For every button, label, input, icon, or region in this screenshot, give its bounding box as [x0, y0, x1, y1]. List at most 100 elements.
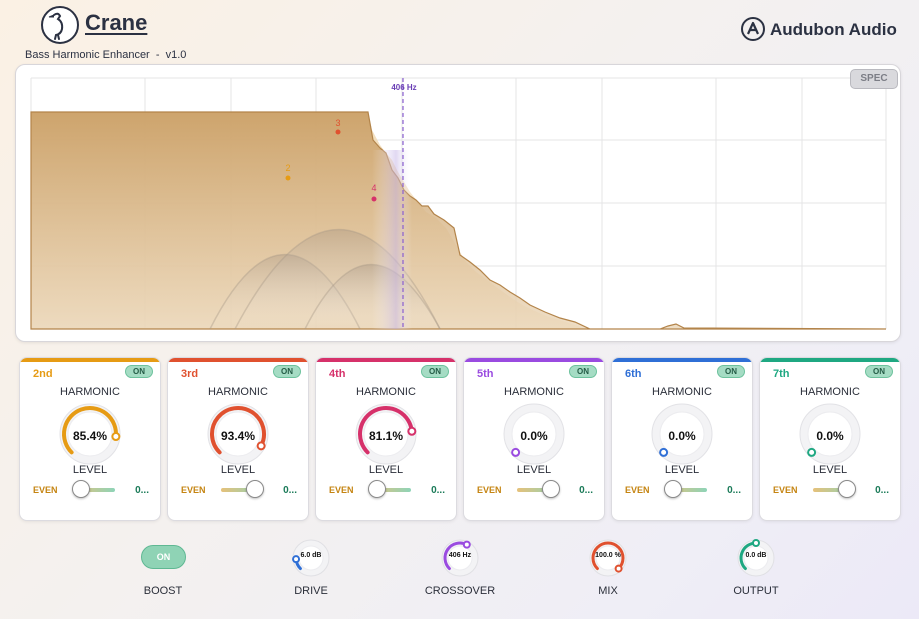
harmonic-level-knob[interactable] [798, 402, 862, 466]
harmonic-level-knob[interactable] [58, 402, 122, 466]
band-title: HARMONIC [800, 386, 860, 398]
product-subtitle: Bass Harmonic Enhancer - v1.0 [25, 49, 187, 61]
even-label: EVEN [773, 485, 798, 495]
brand-name: Crane [85, 10, 148, 35]
boost-toggle[interactable]: ON [141, 545, 186, 569]
odd-label: 0... [875, 485, 889, 496]
even-odd-slider-track[interactable] [813, 488, 855, 492]
band-title: HARMONIC [504, 386, 564, 398]
level-label: LEVEL [664, 464, 700, 476]
knob-indicator [111, 432, 121, 442]
crossover-value: 406 Hz [448, 552, 472, 559]
output-value: 0.0 dB [745, 552, 767, 559]
band-card-3rd: 3rd ON HARMONIC 93.4% LEVEL EVEN 0... [167, 357, 309, 521]
drive-label: DRIVE [294, 585, 328, 597]
odd-label: 0... [283, 485, 297, 496]
even-odd-slider-track[interactable] [221, 488, 263, 492]
knob-indicator [807, 447, 817, 457]
even-odd-slider-track[interactable] [517, 488, 559, 492]
band-on-toggle[interactable]: ON [125, 365, 153, 378]
band-color-bar [464, 358, 604, 362]
drive-value: 6.0 dB [300, 552, 322, 559]
level-label: LEVEL [516, 464, 552, 476]
band-title: HARMONIC [356, 386, 416, 398]
knob-indicator [511, 447, 521, 457]
band-on-toggle[interactable]: ON [273, 365, 301, 378]
harmonic-level-value: 81.1% [368, 429, 404, 443]
level-label: LEVEL [72, 464, 108, 476]
harmonic-level-knob[interactable] [650, 402, 714, 466]
even-odd-slider-thumb[interactable] [245, 480, 264, 498]
crossover-knob[interactable] [441, 539, 479, 577]
harmonic-level-knob[interactable] [502, 402, 566, 466]
band-on-toggle[interactable]: ON [421, 365, 449, 378]
even-odd-slider-thumb[interactable] [837, 480, 856, 498]
harmonic-level-knob[interactable] [206, 402, 270, 466]
band-name: 7th [773, 368, 790, 380]
knob-indicator [256, 441, 266, 451]
knob-indicator [659, 447, 669, 457]
spectrum-analyzer[interactable] [15, 64, 901, 342]
mix-label: MIX [598, 585, 618, 597]
company-name: Audubon Audio [770, 20, 897, 39]
even-label: EVEN [477, 485, 502, 495]
odd-label: 0... [431, 485, 445, 496]
even-odd-slider-thumb[interactable] [664, 480, 683, 498]
band-on-toggle[interactable]: ON [717, 365, 745, 378]
mix-knob[interactable] [589, 539, 627, 577]
band-name: 5th [477, 368, 494, 380]
spec-toggle-button[interactable]: SPEC [850, 69, 898, 89]
even-odd-slider-thumb[interactable] [541, 480, 560, 498]
output-knob[interactable] [737, 539, 775, 577]
level-label: LEVEL [220, 464, 256, 476]
audubon-a-icon [741, 17, 765, 41]
mix-value: 100.0 % [595, 552, 621, 559]
band-card-4th: 4th ON HARMONIC 81.1% LEVEL EVEN 0... [315, 357, 457, 521]
harmonic-level-value: 0.0% [816, 429, 844, 443]
even-odd-slider-track[interactable] [665, 488, 707, 492]
even-odd-slider-track[interactable] [369, 488, 411, 492]
knob-indicator [407, 426, 417, 436]
harmonic-level-value: 0.0% [668, 429, 696, 443]
band-name: 4th [329, 368, 346, 380]
band-name: 2nd [33, 368, 53, 380]
even-odd-slider-track[interactable] [73, 488, 115, 492]
band-card-5th: 5th ON HARMONIC 0.0% LEVEL EVEN 0... [463, 357, 605, 521]
band-name: 3rd [181, 368, 199, 380]
band-color-bar [168, 358, 308, 362]
harmonic-level-knob[interactable] [354, 402, 418, 466]
even-label: EVEN [329, 485, 354, 495]
odd-label: 0... [579, 485, 593, 496]
even-odd-slider-thumb[interactable] [72, 480, 91, 498]
band-card-2nd: 2nd ON HARMONIC 85.4% LEVEL EVEN 0... [19, 357, 161, 521]
crossover-label: CROSSOVER [424, 585, 496, 597]
even-label: EVEN [625, 485, 650, 495]
band-color-bar [612, 358, 752, 362]
crane-logo-icon [41, 6, 79, 44]
band-title: HARMONIC [652, 386, 712, 398]
harmonic-level-value: 85.4% [72, 429, 108, 443]
band-color-bar [316, 358, 456, 362]
band-title: HARMONIC [208, 386, 268, 398]
band-card-7th: 7th ON HARMONIC 0.0% LEVEL EVEN 0... [759, 357, 901, 521]
drive-knob[interactable] [292, 539, 330, 577]
even-odd-slider-thumb[interactable] [368, 480, 387, 498]
band-name: 6th [625, 368, 642, 380]
odd-label: 0... [727, 485, 741, 496]
company-logo: Audubon Audio [741, 17, 901, 43]
level-label: LEVEL [812, 464, 848, 476]
even-label: EVEN [181, 485, 206, 495]
odd-label: 0... [135, 485, 149, 496]
output-label: OUTPUT [733, 585, 779, 597]
band-color-bar [20, 358, 160, 362]
harmonic-level-value: 93.4% [220, 429, 256, 443]
band-on-toggle[interactable]: ON [569, 365, 597, 378]
band-card-6th: 6th ON HARMONIC 0.0% LEVEL EVEN 0... [611, 357, 753, 521]
boost-label: BOOST [143, 585, 183, 597]
band-on-toggle[interactable]: ON [865, 365, 893, 378]
level-label: LEVEL [368, 464, 404, 476]
band-title: HARMONIC [60, 386, 120, 398]
even-label: EVEN [33, 485, 58, 495]
band-color-bar [760, 358, 900, 362]
harmonic-level-value: 0.0% [520, 429, 548, 443]
